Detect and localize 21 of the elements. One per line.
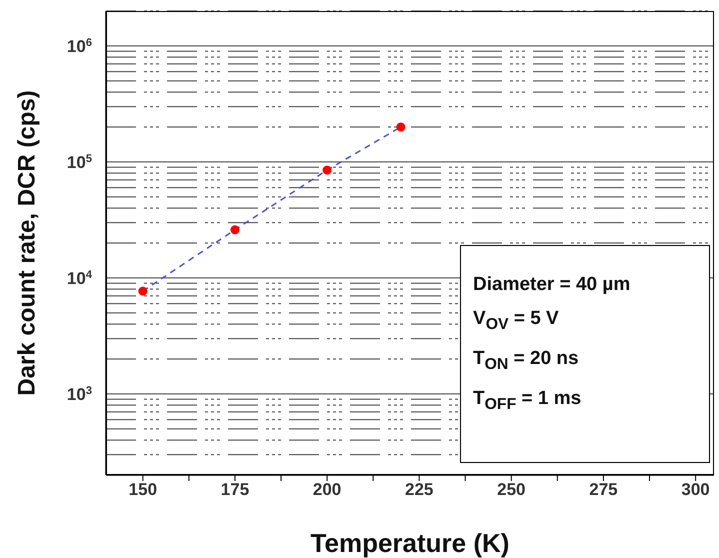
y-tick-label: 10$^{5}$: [66, 152, 92, 172]
x-tick-label: 200: [312, 480, 342, 500]
y-tick-label: 10$^{3}$: [66, 384, 92, 404]
point: [322, 166, 332, 175]
annotation: V$_{OV}$ = 5 V: [473, 307, 560, 335]
point: [230, 225, 240, 234]
x-axis-title: Temperature (K): [310, 528, 510, 558]
x-tick-label: 250: [497, 480, 526, 500]
x-tick-label: 175: [220, 480, 250, 500]
y-tick-label: 10$^{6}$: [66, 36, 92, 56]
x-tick-label: 225: [405, 480, 434, 500]
y-tick-label: 10$^{4}$: [66, 268, 93, 288]
x-tick-label: 300: [681, 480, 710, 500]
annotation: T$_{OFF}$ = 1 ms: [473, 386, 582, 414]
point: [138, 286, 148, 296]
annotation: T$_{ON}$ = 20 ns: [473, 346, 580, 375]
x-tick-label: 275: [589, 480, 618, 500]
annotation: Diameter = 40 µm: [473, 273, 632, 297]
y-axis-title: Dark count rate, DCR (cps): [14, 90, 41, 396]
x-tick-label: 150: [128, 480, 158, 500]
point: [396, 122, 406, 132]
